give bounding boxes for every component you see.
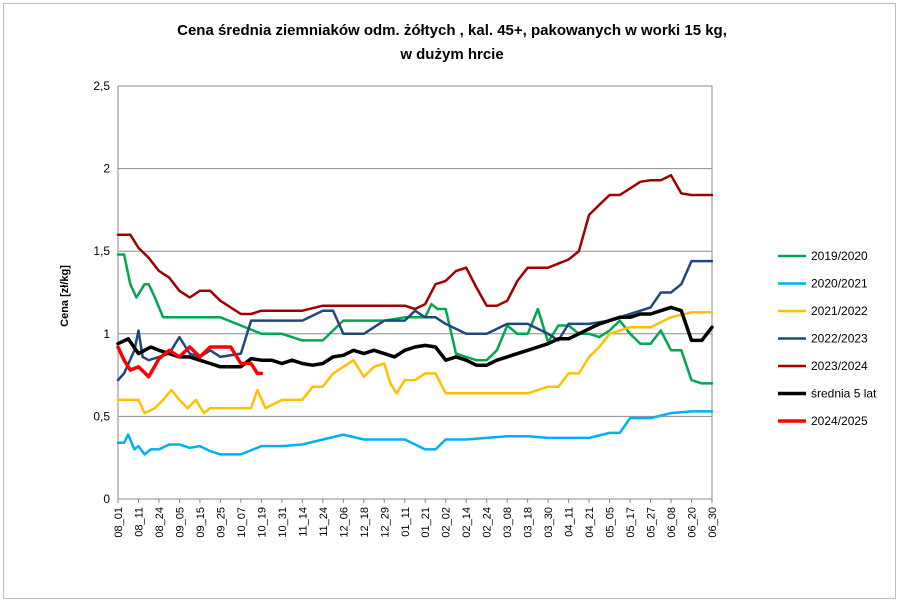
plot-area (117, 85, 713, 500)
x-tick-label: 05_05 (605, 507, 617, 538)
series-line-6 (116, 345, 264, 379)
legend-label-3: 2022/2023 (811, 332, 868, 346)
x-tick-label: 08_01 (113, 507, 125, 538)
series-line-1 (116, 410, 714, 456)
x-tick-label: 03_08 (502, 507, 514, 538)
legend-label-5: średnia 5 lat (811, 387, 877, 401)
legend-label-1: 2020/2021 (811, 277, 868, 291)
x-tick-label: 10_31 (277, 507, 289, 538)
x-tick-label: 02_14 (461, 507, 473, 538)
x-tick-label: 05_17 (625, 507, 637, 538)
series-line-2 (116, 311, 714, 415)
x-tick-label: 12_18 (359, 507, 371, 538)
x-axis-ticks: 08_01 08_11 08_24 09_05 09_15 09_25 10_07 10_19… (113, 499, 719, 538)
x-tick-label: 08_11 (133, 507, 145, 537)
series-line-4 (116, 173, 714, 316)
x-tick-label: 10_07 (236, 507, 248, 538)
legend-label-6: 2024/2025 (811, 414, 868, 428)
x-tick-label: 06_30 (707, 507, 719, 538)
x-tick-label: 01_11 (400, 507, 412, 537)
series-line-0 (116, 253, 714, 385)
legend-label-2: 2021/2022 (811, 304, 868, 318)
y-tick-label: 1 (103, 327, 110, 341)
x-tick-label: 06_20 (687, 507, 699, 538)
chart-title-line-1: Cena średnia ziemniaków odm. żółtych , k… (177, 22, 727, 39)
series-lines (116, 173, 714, 456)
x-tick-label: 03_18 (523, 507, 535, 538)
x-tick-label: 05_27 (646, 507, 658, 538)
x-tick-label: 08_24 (154, 507, 166, 538)
y-axis-label: Cena [zł/kg] (59, 265, 71, 327)
chart-svg: Cena średnia ziemniaków odm. żółtych , k… (59, 22, 877, 538)
y-tick-label: 1,5 (93, 244, 110, 258)
x-tick-label: 04_21 (584, 507, 596, 538)
y-axis-ticks: 0 0,5 1 1,5 2 2,5 (93, 79, 110, 506)
x-tick-label: 12_29 (379, 507, 391, 538)
x-tick-label: 11_14 (297, 507, 309, 537)
y-tick-label: 2 (103, 162, 110, 176)
series-line-5 (116, 305, 714, 369)
legend-label-0: 2019/2020 (811, 249, 868, 263)
x-tick-label: 03_30 (543, 507, 555, 538)
x-tick-label: 09_05 (174, 507, 186, 538)
x-tick-label: 11_24 (318, 507, 330, 537)
chart-title-line-2: w dużym hrcie (399, 46, 503, 63)
x-tick-label: 09_25 (215, 507, 227, 538)
x-tick-label: 04_11 (564, 507, 576, 537)
y-tick-label: 0,5 (93, 409, 110, 423)
x-tick-label: 02_24 (482, 507, 494, 538)
x-tick-label: 06_08 (666, 507, 678, 538)
legend: 2019/2020 2020/2021 2021/2022 2022/2023 2023… (778, 249, 877, 428)
y-tick-label: 2,5 (93, 79, 110, 93)
x-tick-label: 02_02 (441, 507, 453, 538)
x-tick-label: 01_21 (420, 507, 432, 538)
x-tick-label: 10_19 (256, 507, 268, 538)
chart-title: Cena średnia ziemniaków odm. żółtych , k… (177, 22, 727, 63)
chart-frame: Cena średnia ziemniaków odm. żółtych , k… (3, 3, 896, 599)
x-tick-label: 09_15 (195, 507, 207, 538)
legend-label-4: 2023/2024 (811, 359, 868, 373)
y-tick-label: 0 (103, 492, 110, 506)
x-tick-label: 12_06 (338, 507, 350, 538)
